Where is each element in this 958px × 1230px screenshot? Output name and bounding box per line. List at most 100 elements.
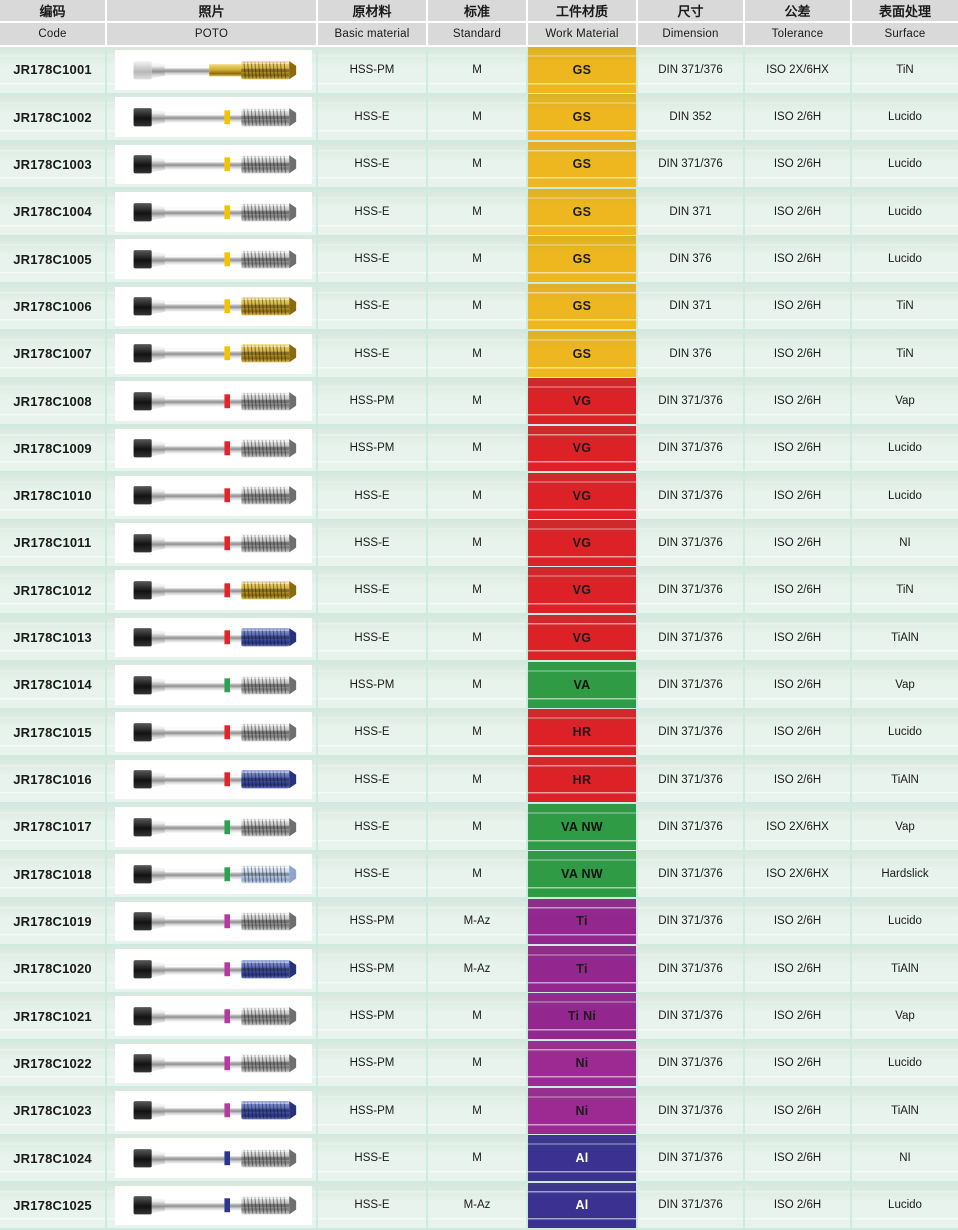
cell-dimension: DIN 371/376 xyxy=(638,945,745,994)
cell-code: JR178C1010 xyxy=(0,472,107,521)
cell-photo xyxy=(107,993,318,1041)
tap-photo xyxy=(115,523,312,563)
table-row: JR178C1024 HSS-E M Al DIN 371/376 ISO 2/6H NI xyxy=(0,1135,958,1183)
cell-code: JR178C1012 xyxy=(0,567,107,616)
cell-photo xyxy=(107,94,318,143)
table-row: JR178C1004 HSS-E M GS DIN 371 ISO 2/6H Lucido xyxy=(0,188,958,237)
header-en-tolerance: Tolerance xyxy=(745,23,852,47)
cell-work-material: Ti xyxy=(528,945,638,994)
cell-dimension: DIN 371/376 xyxy=(638,141,745,190)
cell-standard: M xyxy=(428,756,528,805)
tap-photo xyxy=(115,50,312,90)
cell-basic-material: HSS-E xyxy=(318,1182,428,1230)
cell-tolerance: ISO 2/6H xyxy=(745,614,852,663)
cell-surface: Lucido xyxy=(852,94,958,143)
cell-photo xyxy=(107,614,318,663)
cell-code: JR178C1003 xyxy=(0,141,107,190)
tap-photo xyxy=(115,807,312,847)
cell-tolerance: ISO 2/6H xyxy=(745,1135,852,1183)
cell-tolerance: ISO 2/6H xyxy=(745,709,852,758)
cell-photo xyxy=(107,330,318,379)
cell-code: JR178C1001 xyxy=(0,47,107,95)
tap-photo xyxy=(115,570,312,611)
table-row: JR178C1003 HSS-E M GS DIN 371/376 ISO 2/6H Luc… xyxy=(0,141,958,190)
cell-work-material: GS xyxy=(528,330,638,379)
cell-photo xyxy=(107,756,318,805)
cell-code: JR178C1011 xyxy=(0,520,107,568)
table-row: JR178C1018 HSS-E M VA NW DIN 371/376 ISO 2X/6… xyxy=(0,851,958,900)
tap-photo xyxy=(115,617,312,658)
cell-basic-material: HSS-PM xyxy=(318,47,428,95)
cell-standard: M xyxy=(428,520,528,568)
cell-code: JR178C1025 xyxy=(0,1182,107,1230)
cell-tolerance: ISO 2/6H xyxy=(745,1182,852,1230)
cell-code: JR178C1006 xyxy=(0,283,107,332)
cell-surface: Vap xyxy=(852,378,958,426)
cell-surface: NI xyxy=(852,1135,958,1183)
table-row: JR178C1002 HSS-E M GS DIN 352 ISO 2/6H Lucido xyxy=(0,94,958,143)
cell-tolerance: ISO 2X/6HX xyxy=(745,851,852,900)
cell-work-material: Al xyxy=(528,1135,638,1183)
tap-photo xyxy=(115,333,312,374)
header-en-basic-material: Basic material xyxy=(318,23,428,47)
cell-tolerance: ISO 2/6H xyxy=(745,567,852,616)
table-row: JR178C1013 HSS-E M VG DIN 371/376 ISO 2/6H TiA… xyxy=(0,614,958,663)
cell-standard: M xyxy=(428,141,528,190)
cell-surface: TiN xyxy=(852,330,958,379)
cell-basic-material: HSS-E xyxy=(318,283,428,332)
header-en-standard: Standard xyxy=(428,23,528,47)
cell-standard: M xyxy=(428,1087,528,1136)
cell-photo xyxy=(107,1182,318,1230)
cell-dimension: DIN 371/376 xyxy=(638,804,745,852)
cell-work-material: Ni xyxy=(528,1040,638,1089)
cell-standard: M xyxy=(428,330,528,379)
cell-tolerance: ISO 2/6H xyxy=(745,330,852,379)
header-en-surface: Surface xyxy=(852,23,958,47)
cell-basic-material: HSS-PM xyxy=(318,1040,428,1089)
cell-photo xyxy=(107,283,318,332)
cell-surface: TiN xyxy=(852,47,958,95)
cell-basic-material: HSS-E xyxy=(318,188,428,237)
tap-photo xyxy=(115,948,312,989)
cell-work-material: VG xyxy=(528,614,638,663)
cell-dimension: DIN 371/376 xyxy=(638,47,745,95)
cell-dimension: DIN 371/376 xyxy=(638,1040,745,1089)
cell-basic-material: HSS-PM xyxy=(318,945,428,994)
header-zh-standard: 标准 xyxy=(428,0,528,23)
cell-standard: M-Az xyxy=(428,1182,528,1230)
cell-code: JR178C1008 xyxy=(0,378,107,426)
table-row: JR178C1011 HSS-E M VG DIN 371/376 ISO 2/6H NI xyxy=(0,520,958,568)
cell-work-material: VG xyxy=(528,378,638,426)
cell-surface: Vap xyxy=(852,804,958,852)
table-row: JR178C1017 HSS-E M VA NW DIN 371/376 ISO 2X/6… xyxy=(0,804,958,852)
cell-photo xyxy=(107,188,318,237)
header-en-dimension: Dimension xyxy=(638,23,745,47)
cell-work-material: Ti Ni xyxy=(528,993,638,1041)
cell-basic-material: HSS-E xyxy=(318,567,428,616)
cell-work-material: Al xyxy=(528,1182,638,1230)
cell-code: JR178C1023 xyxy=(0,1087,107,1136)
cell-dimension: DIN 371/376 xyxy=(638,472,745,521)
cell-work-material: GS xyxy=(528,94,638,143)
cell-standard: M xyxy=(428,94,528,143)
cell-basic-material: HSS-PM xyxy=(318,425,428,474)
cell-work-material: GS xyxy=(528,283,638,332)
table-row: JR178C1016 HSS-E M HR DIN 371/376 ISO 2/6H TiA… xyxy=(0,756,958,805)
cell-standard: M-Az xyxy=(428,945,528,994)
cell-photo xyxy=(107,378,318,426)
cell-surface: Lucido xyxy=(852,709,958,758)
cell-code: JR178C1015 xyxy=(0,709,107,758)
cell-photo xyxy=(107,567,318,616)
table-row: JR178C1019 HSS-PM M-Az Ti DIN 371/376 ISO 2/6… xyxy=(0,898,958,947)
cell-code: JR178C1024 xyxy=(0,1135,107,1183)
cell-dimension: DIN 371 xyxy=(638,283,745,332)
cell-basic-material: HSS-E xyxy=(318,804,428,852)
cell-surface: Hardslick xyxy=(852,851,958,900)
tap-photo xyxy=(115,144,312,185)
cell-dimension: DIN 371/376 xyxy=(638,425,745,474)
table-row: JR178C1012 HSS-E M VG DIN 371/376 ISO 2/6H TiN xyxy=(0,567,958,616)
cell-surface: TiN xyxy=(852,567,958,616)
cell-code: JR178C1022 xyxy=(0,1040,107,1089)
cell-basic-material: HSS-PM xyxy=(318,662,428,710)
cell-dimension: DIN 371/376 xyxy=(638,1135,745,1183)
